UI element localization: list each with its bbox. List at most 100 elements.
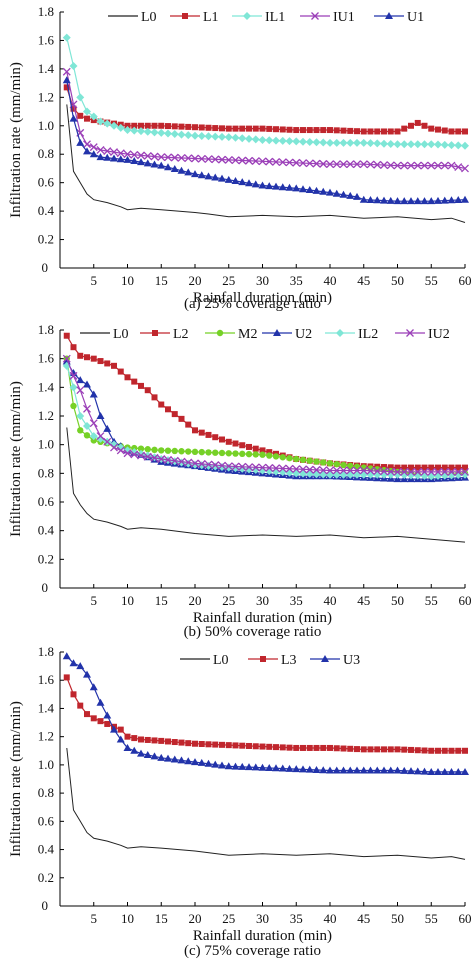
y-tick-label: 1.0 xyxy=(38,757,54,772)
data-point-L2 xyxy=(225,438,232,445)
y-tick-label: 1.4 xyxy=(38,61,55,76)
data-point-L1 xyxy=(279,126,286,133)
data-point-M2 xyxy=(252,451,259,458)
data-point-U3 xyxy=(157,753,166,761)
data-point-L2 xyxy=(421,464,428,471)
y-origin-label: 0 xyxy=(42,580,49,595)
y-tick-label: 1.4 xyxy=(38,379,55,394)
data-point-L2 xyxy=(198,429,205,436)
data-point-L1 xyxy=(198,124,205,131)
data-point-U1 xyxy=(83,147,91,155)
data-point-IU1 xyxy=(299,159,307,167)
data-point-M2 xyxy=(83,432,91,439)
data-point-IU2 xyxy=(103,437,112,446)
data-point-M2 xyxy=(259,451,266,458)
data-point-U2 xyxy=(83,380,91,388)
data-point-L3 xyxy=(259,743,266,750)
data-point-IU2 xyxy=(447,467,456,476)
data-point-U1 xyxy=(278,183,287,191)
data-point-U3 xyxy=(177,756,186,764)
series-line-IU2 xyxy=(66,358,465,473)
data-point-IU2 xyxy=(258,463,267,472)
data-point-U3 xyxy=(353,766,361,774)
data-point-IL1 xyxy=(393,140,402,149)
x-tick-label: 55 xyxy=(425,593,438,608)
data-point-M2 xyxy=(70,402,77,410)
data-point-L1 xyxy=(387,128,394,135)
data-point-U3 xyxy=(76,662,85,670)
data-point-IU2 xyxy=(197,459,206,468)
data-point-U1 xyxy=(238,178,247,186)
data-point-L2 xyxy=(252,445,259,452)
data-point-IU1 xyxy=(116,149,125,158)
legend-entry-L0: L0 xyxy=(108,10,157,25)
data-point-IL1 xyxy=(164,129,172,138)
x-tick-label: 35 xyxy=(290,273,303,288)
data-point-IU1 xyxy=(319,159,328,168)
data-point-U1 xyxy=(231,176,240,184)
data-point-M2 xyxy=(185,448,192,455)
legend-label: L3 xyxy=(281,653,297,668)
data-point-IU1 xyxy=(197,154,206,163)
data-point-L1 xyxy=(151,122,158,129)
data-point-L2 xyxy=(387,464,394,471)
data-point-L1 xyxy=(354,128,360,135)
data-point-L3 xyxy=(428,747,435,754)
data-point-IL2 xyxy=(461,470,469,479)
data-point-L1 xyxy=(232,125,239,132)
data-point-L1 xyxy=(131,122,138,129)
data-point-L1 xyxy=(124,122,131,129)
data-point-IU1 xyxy=(191,154,199,163)
x-tick-label: 40 xyxy=(324,911,337,926)
data-point-L3 xyxy=(192,740,198,747)
data-point-IU2 xyxy=(454,467,463,476)
data-point-IU2 xyxy=(272,464,280,473)
x-tick-label: 10 xyxy=(121,593,134,608)
data-point-IL1 xyxy=(96,117,105,126)
data-point-L2 xyxy=(428,464,435,471)
y-tick-label: 0.6 xyxy=(38,494,55,509)
data-point-U2 xyxy=(76,376,85,384)
y-axis-label: Infiltration rate (mm/min) xyxy=(8,381,24,537)
data-point-L1 xyxy=(313,127,320,134)
data-point-IU2 xyxy=(285,464,294,473)
data-point-L1 xyxy=(246,125,252,132)
data-point-IU1 xyxy=(339,160,348,169)
x-tick-label: 50 xyxy=(391,593,404,608)
data-point-IL1 xyxy=(143,127,152,136)
data-point-U3 xyxy=(130,746,139,754)
data-point-U3 xyxy=(272,764,280,772)
data-point-M2 xyxy=(191,448,199,456)
data-point-IU2 xyxy=(76,386,85,395)
data-point-L3 xyxy=(374,746,381,753)
data-point-IL1 xyxy=(224,133,233,142)
data-point-L3 xyxy=(104,720,111,727)
data-point-M2 xyxy=(340,461,347,469)
legend-entry-L0: L0 xyxy=(80,327,129,342)
data-point-U3 xyxy=(69,659,78,667)
data-point-IL1 xyxy=(150,128,159,137)
data-point-M2 xyxy=(306,457,313,464)
data-point-IL1 xyxy=(332,138,341,147)
data-point-IL2 xyxy=(96,434,105,443)
legend-marker xyxy=(260,656,266,662)
data-point-L1 xyxy=(77,112,84,119)
data-point-L2 xyxy=(455,464,462,471)
data-point-L3 xyxy=(165,738,171,745)
data-point-L1 xyxy=(435,126,441,133)
data-point-L3 xyxy=(70,691,77,698)
data-point-M2 xyxy=(171,447,178,455)
data-point-L3 xyxy=(246,742,252,749)
data-point-M2 xyxy=(239,450,246,458)
data-point-IL1 xyxy=(265,136,274,145)
data-point-L2 xyxy=(138,382,144,389)
series-line-L0 xyxy=(66,747,466,860)
legend-entry-IU2: IU2 xyxy=(395,327,450,342)
data-point-IL1 xyxy=(407,140,415,149)
data-point-M2 xyxy=(178,448,185,455)
y-tick-label: 1.8 xyxy=(38,4,54,19)
data-point-IU2 xyxy=(218,461,226,470)
data-point-IL1 xyxy=(285,137,294,146)
data-point-U3 xyxy=(258,763,267,771)
data-point-U3 xyxy=(393,766,402,774)
